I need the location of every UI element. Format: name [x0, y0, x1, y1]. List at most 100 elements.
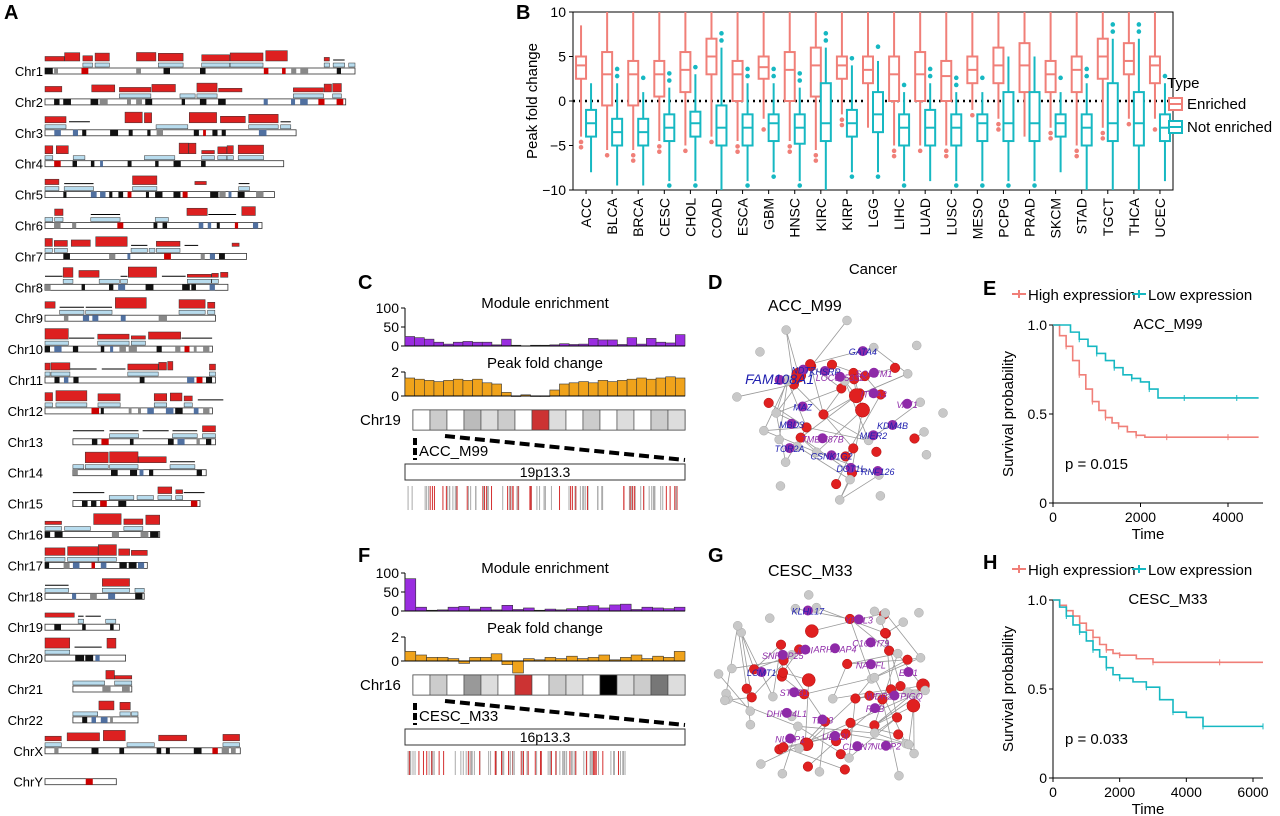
network-node-grey [842, 315, 852, 326]
enrichment-block [91, 84, 116, 93]
chr-label: ChrX [13, 744, 43, 759]
enrichment-bar [447, 606, 460, 612]
enrichment-block [229, 52, 264, 62]
network-node-grey [811, 447, 822, 458]
network-node-purple [797, 401, 808, 412]
enrichment-block [44, 116, 67, 124]
chr-band [548, 674, 567, 696]
fold-change-block [127, 371, 159, 377]
chr-band [163, 68, 171, 74]
chr-band [54, 747, 59, 754]
network-node-red [795, 432, 806, 443]
fold-change-bar [404, 651, 417, 662]
chr-band [177, 438, 185, 445]
fold-change-block [156, 248, 181, 253]
network-edge [845, 733, 909, 745]
network-edge [823, 414, 854, 449]
fold-change-block [98, 557, 117, 562]
chr-band [54, 98, 60, 105]
chr-band [497, 409, 516, 431]
network-node-purple [817, 433, 828, 444]
chr-band [139, 377, 145, 383]
fold-change-block [131, 340, 146, 346]
y-tick-label: 0 [1039, 495, 1047, 511]
chr-band [110, 624, 114, 631]
enrichment-block [226, 145, 234, 154]
x-tick-label: 0 [1049, 509, 1057, 525]
outlier [745, 66, 750, 72]
network-node-red [777, 667, 789, 678]
enrichment-block [202, 425, 216, 433]
network-node-grey [777, 768, 788, 779]
enrichment-block [44, 637, 71, 649]
chr-band [45, 562, 50, 569]
gene-label: UBE2I [822, 732, 849, 742]
network-node-red [859, 371, 870, 382]
gene-label: MIER2 [860, 431, 888, 441]
chr-band [54, 531, 63, 538]
gene-label: DOT1L [836, 464, 865, 474]
enrichment-block [218, 88, 243, 93]
outlier [980, 75, 985, 81]
chr-band [110, 129, 119, 136]
chr-band [196, 377, 203, 383]
fold-change-bar [559, 383, 570, 397]
chr-band [54, 377, 60, 383]
outlier [953, 183, 959, 188]
fold-change-block [72, 680, 105, 686]
fold-change-block [72, 711, 98, 717]
enrichment-bar [587, 605, 600, 612]
box [914, 51, 927, 102]
network-node-grey [869, 672, 880, 683]
gene-label: ARHGAP4 [812, 644, 856, 654]
chr-band [109, 191, 113, 198]
network-edge [874, 732, 907, 744]
fold-change-bar [663, 657, 675, 662]
gene-label: C16orf79 [852, 638, 889, 648]
y-tick-label: 2 [391, 364, 399, 380]
chr-band [231, 747, 236, 754]
y-tick-label: 0 [391, 388, 399, 404]
gene-label: RAB [866, 704, 885, 714]
network-edge [831, 364, 866, 377]
fold-change-block [209, 371, 216, 377]
box [898, 113, 911, 147]
chr-band [45, 284, 51, 291]
enrichment-block [70, 239, 91, 247]
chr-band [128, 129, 133, 136]
chr-band [72, 222, 77, 229]
chr-band [140, 531, 149, 538]
network-node-grey [727, 663, 737, 674]
network-node-grey [898, 617, 908, 627]
network-node-red [902, 654, 913, 665]
network-node-red [884, 645, 895, 656]
network-node-red [763, 397, 774, 408]
network-node-red [741, 683, 752, 694]
chr-label: Chr5 [15, 188, 43, 203]
chr-band [156, 129, 163, 136]
chr-band [136, 68, 141, 74]
box [601, 51, 614, 107]
chr-band [90, 191, 97, 198]
enrichment-block [97, 333, 130, 340]
network-node-red [835, 749, 846, 760]
network-node-grey [921, 449, 932, 460]
chr-band [153, 222, 158, 229]
network-node-red [893, 729, 904, 740]
fold-change-bar [652, 655, 664, 662]
network-node-grey [755, 347, 765, 357]
box [872, 91, 884, 134]
enrichment-block [158, 734, 187, 742]
chr-band [91, 438, 98, 445]
network-node-purple [865, 659, 876, 670]
network-node-grey [894, 770, 904, 781]
network-node-purple [785, 733, 796, 744]
enrichment-block [103, 730, 126, 742]
network-node-red [906, 698, 921, 713]
network-node-grey [768, 691, 778, 702]
outlier [578, 144, 584, 150]
chr-band [45, 68, 53, 74]
fold-change-bar [414, 378, 425, 397]
enrichment-block [54, 240, 68, 247]
fold-change-block [332, 62, 345, 68]
